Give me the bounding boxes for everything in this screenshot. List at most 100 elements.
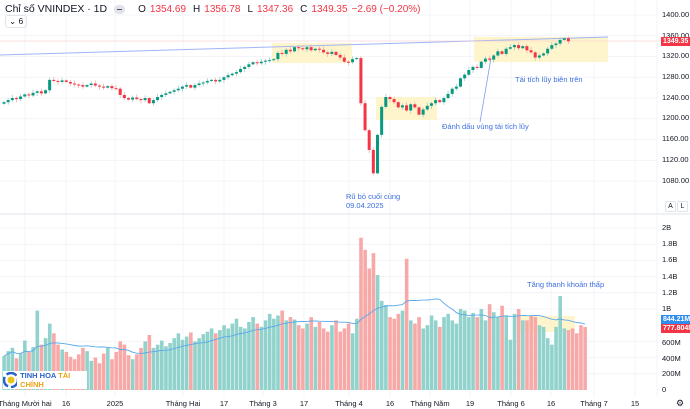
high-label: H	[193, 3, 201, 15]
volume-bar	[35, 310, 40, 390]
candle-body	[127, 98, 130, 100]
annotation-low-liquidity[interactable]: Tăng thanh khoản thấp	[527, 280, 605, 289]
annotation-reaccumulation[interactable]: Đánh dấu vùng tái tích lũy	[442, 122, 529, 131]
volume-bar	[321, 328, 326, 390]
volume-bar	[160, 340, 164, 390]
volume-bar	[379, 300, 384, 390]
candle	[52, 76, 56, 83]
volume-bar	[122, 344, 127, 390]
candle-body	[500, 51, 504, 54]
low-label: L	[247, 3, 253, 15]
volume-bar	[155, 344, 160, 390]
candle	[317, 46, 321, 53]
candle	[421, 107, 425, 118]
log-scale-button[interactable]: L	[677, 201, 688, 212]
volume-bar	[218, 330, 222, 390]
trendline[interactable]	[0, 36, 609, 56]
candle	[193, 82, 197, 91]
zone-rectangle-march-top[interactable]	[272, 43, 352, 63]
volume-bar	[475, 317, 479, 390]
candle-body	[454, 86, 458, 89]
candle	[322, 46, 326, 54]
candle-body	[475, 66, 479, 68]
candle-body	[251, 62, 255, 65]
candle	[512, 43, 516, 51]
volume-bar	[583, 326, 587, 390]
annotation-shakeout-date: 09.04.2025	[346, 201, 384, 210]
volume-bar	[238, 326, 243, 390]
auto-scale-button[interactable]: A	[665, 201, 676, 212]
time-tick-label: 15	[630, 399, 640, 408]
candle	[2, 101, 6, 105]
candle-body	[517, 45, 521, 49]
candle	[293, 46, 296, 53]
candle	[492, 53, 496, 63]
candle-body	[392, 99, 396, 103]
price-tick-label: 1200.00	[662, 113, 690, 122]
volume-bar	[251, 317, 255, 390]
candle	[405, 102, 409, 113]
arrow-line[interactable]	[479, 57, 492, 123]
volume-bar	[10, 347, 15, 390]
volume-tick-label: 1.4B	[662, 272, 678, 281]
candle-body	[512, 45, 516, 48]
candle	[434, 97, 438, 106]
volume-bar	[346, 323, 351, 390]
price-tick-label: 1280.00	[662, 72, 690, 81]
volume-bar	[305, 323, 309, 390]
candle	[122, 92, 126, 101]
candle	[197, 80, 201, 87]
candle-body	[284, 49, 288, 54]
candle-body	[421, 109, 425, 115]
collapse-icon[interactable]	[114, 4, 126, 14]
annotation-upper-reaccumulation[interactable]: Tái tích lũy biên trên	[515, 75, 583, 84]
candle-body	[230, 73, 234, 76]
annotation-shakeout-line1: Rũ bỏ cuối cùng	[346, 192, 401, 201]
candle-body	[93, 83, 97, 86]
volume-bar	[421, 328, 426, 390]
candle	[106, 85, 110, 89]
candle-body	[102, 86, 106, 88]
candle-body	[147, 98, 151, 104]
candle	[479, 60, 483, 69]
volume-bar	[388, 317, 392, 390]
candle-body	[346, 61, 350, 63]
candle	[459, 77, 462, 88]
volume-bar	[85, 351, 89, 390]
annotation-shakeout[interactable]: Rũ bỏ cuối cùng 09.04.2025	[346, 192, 400, 210]
candle	[288, 47, 292, 54]
candle-body	[31, 92, 35, 96]
volume-bar	[575, 333, 579, 390]
candle	[243, 65, 247, 73]
candle	[546, 46, 550, 57]
candle-body	[131, 97, 135, 100]
candle-body	[193, 85, 197, 88]
time-tick-label: Tháng Năm	[410, 399, 450, 408]
candle-body	[359, 58, 363, 104]
candle-body	[384, 97, 388, 107]
volume-tick-label: 400M	[662, 354, 681, 363]
symbol-title[interactable]: Chỉ số VNINDEX · 1D	[5, 3, 108, 15]
volume-tick-label: 1.6B	[662, 255, 678, 264]
brand-logo: TINH HOA TÀI CHÍNH	[3, 371, 87, 389]
candle-body	[554, 43, 558, 46]
volume-bar	[413, 323, 417, 390]
candle-body	[301, 48, 305, 50]
candle	[359, 56, 363, 106]
candle-body	[263, 60, 267, 62]
candle-body	[210, 79, 213, 81]
candle-body	[176, 88, 180, 91]
candles	[2, 36, 570, 176]
candle	[164, 90, 168, 98]
indicators-toggle[interactable]: ⌄ 6	[5, 15, 28, 28]
volume-bars	[2, 237, 587, 390]
candle-body	[550, 45, 554, 49]
volume-bar	[363, 249, 367, 390]
volume-bar	[355, 318, 359, 390]
candle	[127, 97, 130, 101]
volume-bar	[479, 309, 484, 390]
volume-tick-label: 1.2B	[662, 288, 678, 297]
gear-icon[interactable]: ⚙	[676, 398, 685, 408]
time-tick-label: Tháng 3	[249, 399, 277, 408]
